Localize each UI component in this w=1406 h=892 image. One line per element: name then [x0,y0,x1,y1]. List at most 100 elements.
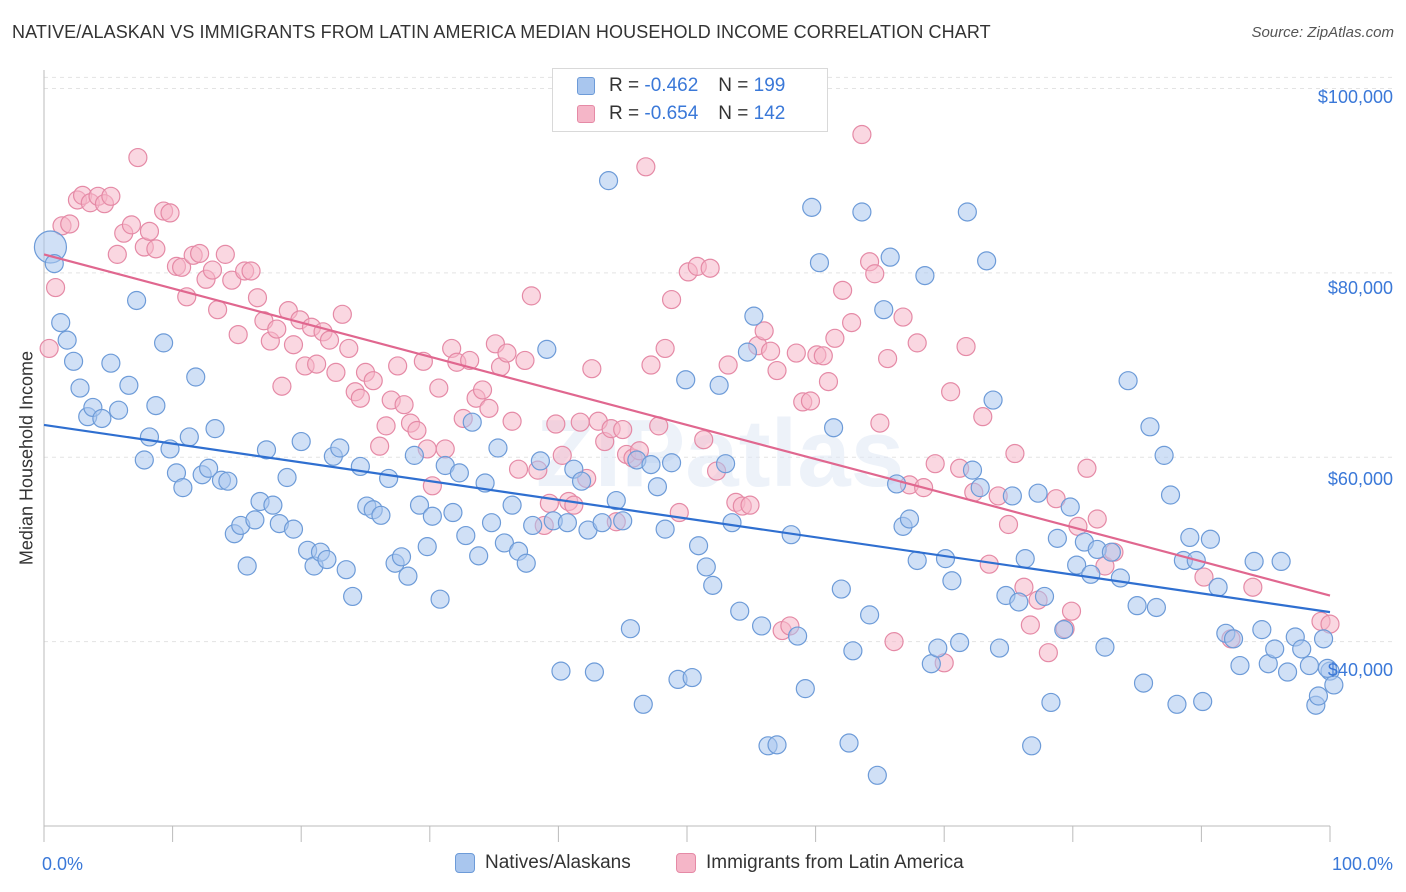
native-point [722,513,742,533]
native-point [1002,486,1022,506]
immigrant-point [973,407,993,427]
immigrant-point [833,280,853,300]
immigrant-point [307,354,327,374]
immigrant-point [502,411,522,431]
native-point [839,733,859,753]
immigrant-point [564,495,584,515]
native-point [957,202,977,222]
native-point [1271,551,1291,572]
source-label: Source: ZipAtlas.com [1251,24,1394,41]
immigrant-point [497,343,517,363]
legend-r-value-natives: -0.462 [644,75,699,96]
legend-label-natives: Natives/Alaskans [485,852,631,873]
native-point [186,367,206,387]
immigrant-point [865,264,885,284]
y-tick-label-60000: $60,000 [1327,469,1393,489]
native-point [592,513,612,533]
native-point [824,418,844,438]
native-point [989,638,1010,658]
native-point [730,601,750,621]
immigrant-point [956,336,976,357]
immigrant-point [190,243,210,264]
native-point [767,735,787,755]
immigrant-point [101,186,121,206]
immigrant-point [350,388,370,408]
immigrant-point [852,124,872,145]
immigrant-point [241,261,261,281]
native-point [139,427,160,447]
legend-r-label: R = [609,75,640,96]
immigrant-point [1243,577,1263,597]
native-point [606,490,626,511]
native-point [1101,542,1121,562]
native-point [880,247,900,267]
native-point [1015,549,1035,569]
immigrant-point [546,414,566,434]
native-point [409,495,430,515]
immigrant-point [339,338,359,359]
immigrant-point [370,436,390,456]
native-point [688,536,709,556]
native-point [336,560,356,580]
native-point [1041,692,1061,713]
native-point [126,290,147,311]
native-point [1317,658,1338,678]
native-point [404,445,424,465]
native-point [502,495,522,515]
native-point [51,313,71,333]
immigrant-point [1020,615,1040,635]
native-point [1313,629,1334,649]
native-point [787,626,808,646]
native-point [237,556,257,576]
legend-item-natives[interactable]: Natives/Alaskans [455,852,631,874]
immigrant-point [767,360,787,381]
immigrant-point [128,147,148,168]
native-point [1060,497,1080,517]
legend-r-value-immigrants: -0.654 [644,103,699,124]
native-point [852,202,872,222]
native-point [379,468,399,489]
native-point [907,550,927,571]
native-point [874,300,894,320]
immigrant-point [45,277,66,298]
native-point [146,395,166,416]
native-point [205,419,225,439]
native-point [899,509,920,529]
native-point [245,510,265,530]
legend-item-immigrants[interactable]: Immigrants from Latin America [676,852,964,874]
native-point [1146,597,1166,618]
immigrant-point [941,382,961,402]
correlation-legend: R = -0.462 N = 199 R = -0.654 N = 142 [552,68,828,132]
native-point [1095,637,1115,657]
immigrant-point [636,157,656,177]
native-point [1324,675,1344,695]
native-point [557,513,578,533]
immigrant-point [842,313,862,333]
legend-swatch-immigrants [577,105,595,123]
native-point [1047,528,1067,548]
native-point [1299,655,1320,676]
native-point [737,342,758,362]
immigrant-point [1046,489,1066,509]
native-point [935,549,956,569]
native-point [371,505,391,525]
immigrant-point [121,215,142,235]
native-point [703,575,723,595]
native-point [1180,527,1200,548]
native-point [1022,736,1042,756]
native-point [1167,694,1187,714]
native-point [153,333,174,353]
native-point [977,251,997,271]
native-point [647,477,668,497]
native-point [950,632,970,653]
immigrant-point [228,325,248,345]
legend-n-label: N = [718,75,749,96]
immigrant-point [215,244,235,264]
native-point [330,438,350,458]
native-point [1118,371,1138,391]
native-point [218,471,238,491]
native-point [283,519,304,539]
native-point [584,662,605,682]
native-point [1140,417,1160,437]
